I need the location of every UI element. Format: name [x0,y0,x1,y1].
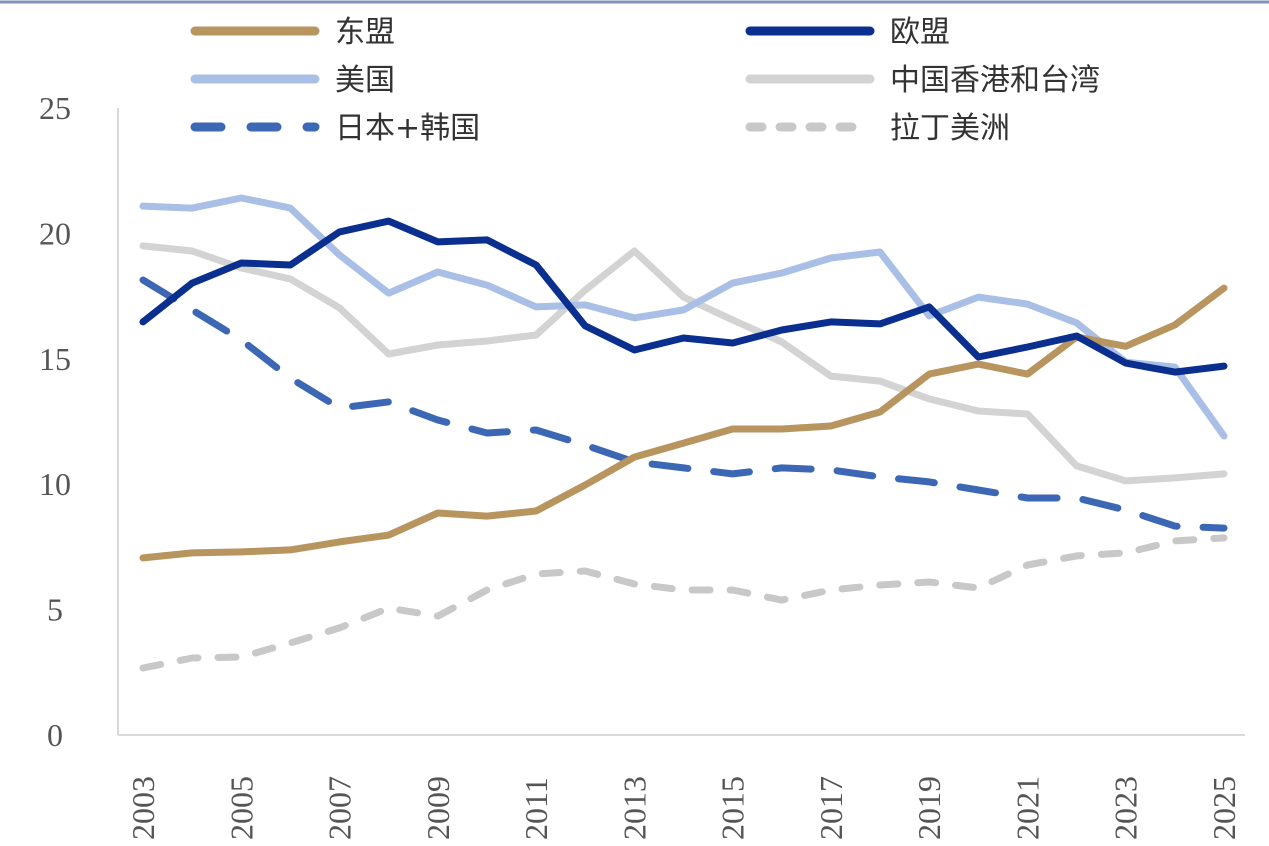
x-tick-label: 2003 [125,776,161,840]
y-tick-label: 20 [39,215,71,251]
series-line-1 [139,217,1228,376]
y-tick-label: 0 [47,717,63,753]
series-line-5 [139,534,1228,672]
y-tick-label: 25 [39,90,71,126]
legend-label: 东盟 [335,15,395,50]
x-tick-label: 2011 [518,777,554,840]
legend-label: 中国香港和台湾 [890,63,1100,98]
legend-label: 日本+韩国 [335,111,480,146]
x-tick-label: 2017 [813,776,849,840]
x-tick-label: 2015 [715,776,751,840]
x-tick-label: 2025 [1206,776,1242,840]
series-line-2 [139,194,1228,440]
series-line-0 [139,284,1228,562]
y-tick-label: 10 [39,466,71,502]
x-tick-label: 2009 [420,776,456,840]
y-tick-label: 15 [39,341,71,377]
x-tick-label: 2013 [616,776,652,840]
x-tick-label: 2007 [322,776,358,840]
x-tick-label: 2021 [1009,776,1045,840]
x-tick-label: 2019 [911,776,947,840]
series-line-3 [139,242,1228,485]
legend-label: 欧盟 [890,15,950,50]
legend-label: 拉丁美洲 [890,111,1010,146]
x-tick-label: 2005 [223,776,259,840]
y-tick-label: 5 [47,592,63,628]
x-tick-label: 2023 [1108,776,1144,840]
series-line-4 [139,276,1228,532]
legend-label: 美国 [335,63,395,98]
